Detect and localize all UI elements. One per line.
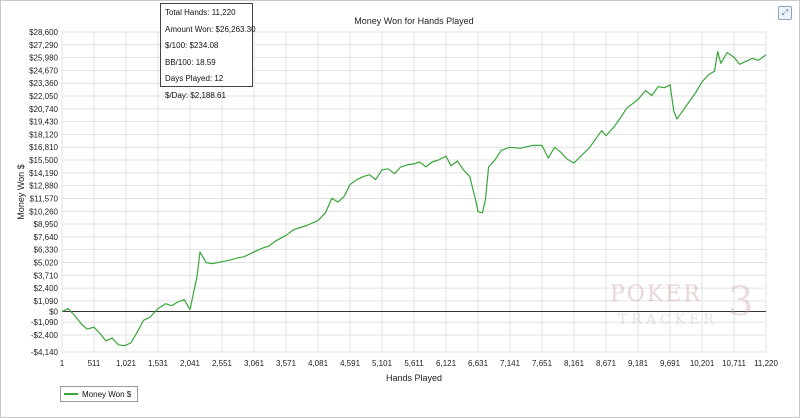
x-tick-label: 1,531: [148, 359, 169, 368]
grid-lines: [61, 31, 767, 353]
y-tick-label: -$1,090: [31, 318, 59, 327]
chart-legend[interactable]: Money Won $: [60, 386, 139, 402]
x-tick-label: 11,220: [754, 359, 778, 368]
y-tick-label: $18,120: [29, 130, 58, 139]
x-tick-label: 3,061: [244, 359, 265, 368]
tooltip-per-day: $/Day: $2,188.61: [165, 90, 226, 100]
y-tick-label: $12,880: [29, 182, 58, 191]
y-tick-label: $8,950: [34, 220, 59, 229]
x-tick-label: 4,591: [340, 359, 361, 368]
y-tick-label: $1,090: [34, 297, 59, 306]
x-tick-label: 5,101: [372, 359, 393, 368]
y-tick-label: $6,330: [34, 246, 59, 255]
x-tick-label: 6,631: [468, 359, 489, 368]
x-axis-label: Hands Played: [386, 373, 442, 383]
tooltip-days-played: Days Played: 12: [165, 74, 224, 83]
x-tick-label: 10,201: [690, 359, 715, 368]
watermark-text-bottom: TRACKER: [618, 312, 718, 328]
y-tick-label: -$4,140: [31, 348, 59, 357]
y-tick-label: $27,290: [29, 41, 58, 50]
y-tick-label: $23,360: [29, 79, 58, 88]
y-axis-label: Money Won $: [16, 164, 26, 219]
tooltip-bb-per-100: BB/100: 18.59: [165, 57, 216, 67]
x-tick-label: 10,711: [722, 359, 746, 368]
legend-label: Money Won $: [82, 389, 132, 399]
tooltip-total-hands: Total Hands: 11,220: [165, 8, 236, 17]
y-tick-label: $10,260: [29, 207, 58, 216]
x-tick-label: 9,181: [628, 359, 649, 368]
x-tick-label: 1: [60, 359, 65, 368]
tick-labels: -$4,140 -$2,400 -$1,090$0 $1,090 $2,400 $3,71…: [29, 28, 778, 368]
chart-title: Money Won for Hands Played: [354, 16, 473, 26]
y-tick-label: $3,710: [34, 271, 59, 280]
x-tick-label: 3,571: [276, 359, 297, 368]
x-tick-label: 8,671: [596, 359, 617, 368]
poker-tracker-watermark: POKER TRACKER 3: [600, 282, 760, 342]
x-tick-label: 9,691: [660, 359, 681, 368]
x-tick-label: 2,041: [180, 359, 201, 368]
tooltip-amount-won: Amount Won: $26,263.30: [165, 24, 256, 34]
y-tick-label: $28,600: [29, 28, 58, 37]
tooltip-per-100: $/100: $234.08: [165, 41, 219, 50]
y-tick-label: -$2,400: [31, 331, 59, 340]
expand-icon[interactable]: ⤢: [778, 6, 792, 20]
y-tick-label: $11,570: [30, 194, 59, 203]
x-tick-label: 511: [88, 359, 101, 368]
x-tick-label: 7,651: [532, 359, 553, 368]
y-tick-label: $7,640: [34, 233, 59, 242]
y-tick-label: $0: [49, 308, 58, 317]
y-tick-label: $25,980: [29, 54, 58, 63]
watermark-text-top: POKER: [610, 282, 702, 307]
x-tick-label: 8,161: [564, 359, 585, 368]
y-tick-label: $5,020: [34, 258, 59, 267]
x-tick-label: 2,551: [212, 359, 233, 368]
y-tick-label: $2,400: [34, 284, 59, 293]
y-tick-label: $16,810: [29, 143, 58, 152]
hover-tooltip: Total Hands: 11,220 Amount Won: $26,263.…: [160, 3, 256, 100]
x-tick-label: 7,141: [500, 359, 521, 368]
y-tick-label: $15,500: [29, 156, 58, 165]
y-tick-label: $24,670: [29, 66, 58, 75]
y-tick-label: $22,050: [29, 92, 58, 101]
watermark-numeral: 3: [728, 279, 754, 325]
y-tick-label: $19,430: [29, 118, 58, 127]
x-tick-label: 4,081: [308, 359, 329, 368]
x-tick-label: 1,021: [116, 359, 137, 368]
x-tick-label: 6,121: [436, 359, 457, 368]
series-line-money-won: [61, 50, 767, 347]
legend-swatch: [64, 393, 78, 395]
x-tick-label: 5,611: [404, 359, 424, 368]
y-tick-label: $20,740: [29, 105, 58, 114]
y-tick-label: $14,190: [29, 169, 58, 178]
